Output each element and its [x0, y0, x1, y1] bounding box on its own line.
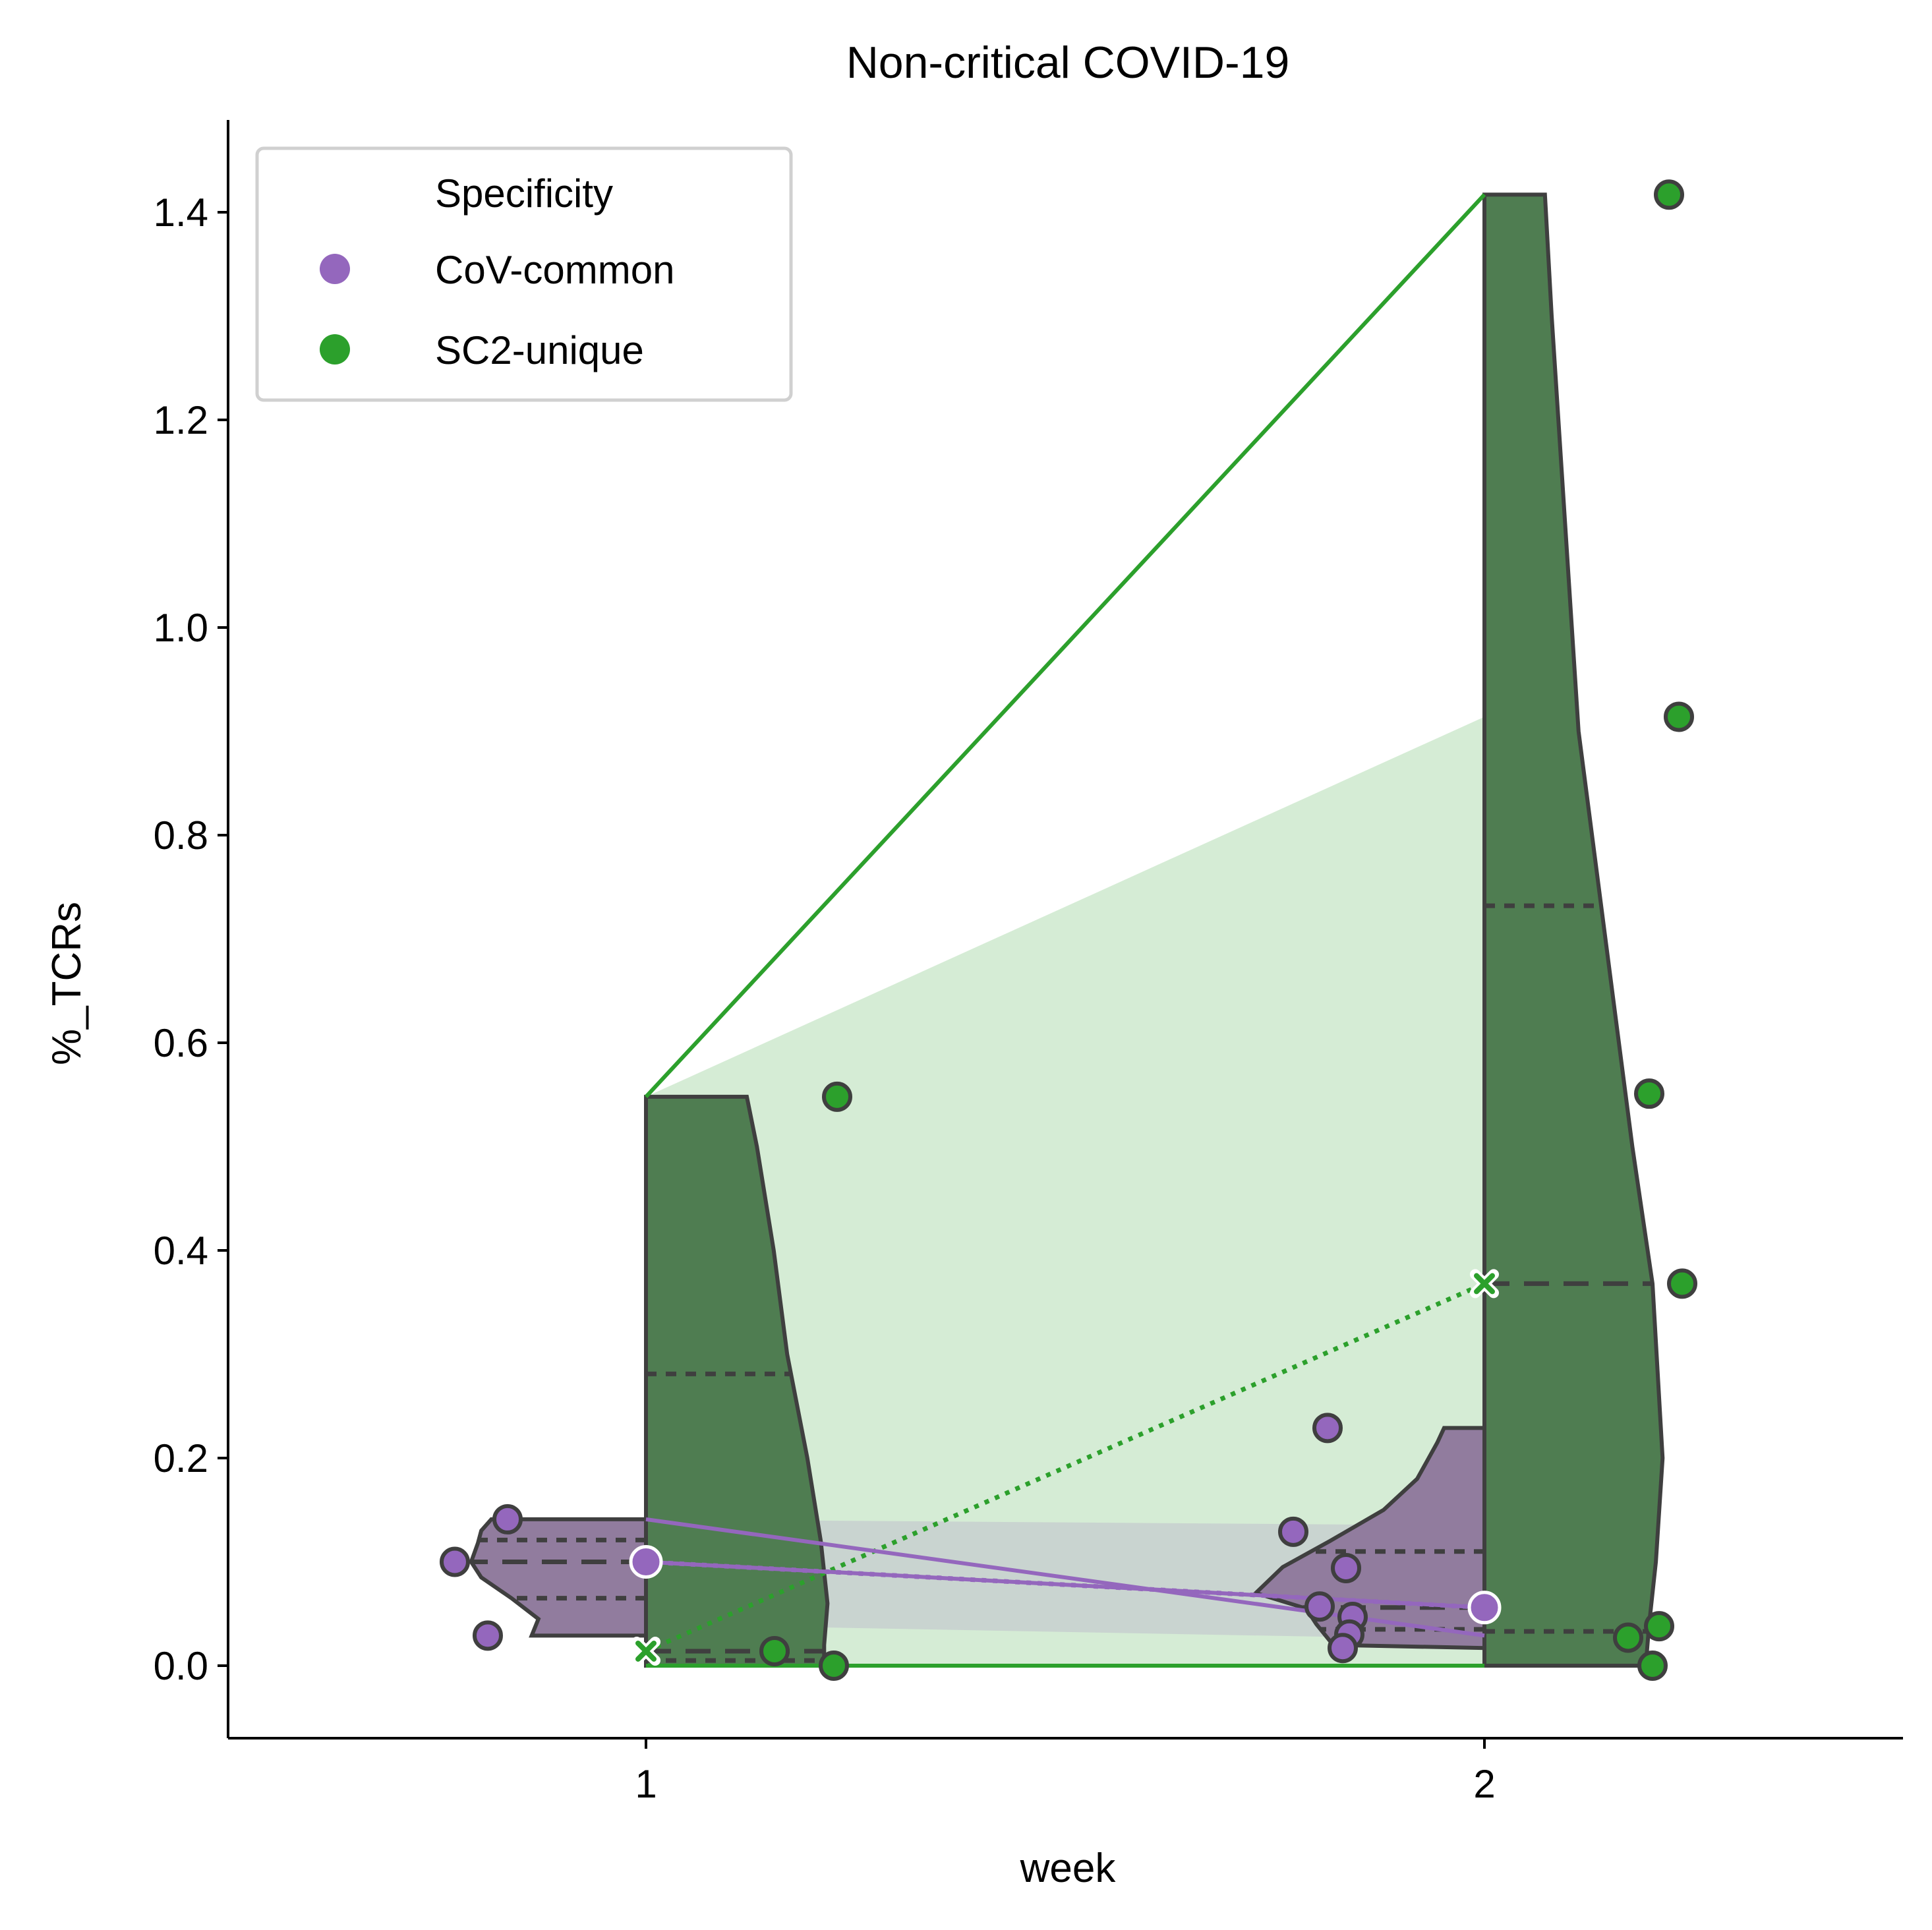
point-sc2-unique-week-1 [759, 1635, 790, 1666]
point-sc2-unique-week-2 [1664, 701, 1694, 732]
legend-label-sc2-unique: SC2-unique [435, 328, 644, 372]
sc2-unique-max-line [644, 193, 1486, 1098]
legend: Specificity CoV-common SC2-unique [255, 146, 793, 402]
point-cov-common-week-2 [1278, 1516, 1308, 1547]
point-cov-common-week-2 [1312, 1413, 1343, 1444]
median-marker-sc2-unique-week-1 [635, 1640, 657, 1662]
plot-area [440, 179, 1697, 1681]
point-sc2-unique-week-1 [822, 1081, 852, 1112]
point-sc2-unique-week-1 [819, 1651, 849, 1681]
y-tick-label: 0.6 [154, 1021, 208, 1065]
point-sc2-unique-week-2 [1637, 1651, 1668, 1681]
point-cov-common-week-1 [492, 1504, 523, 1535]
median-marker-cov-common-week-1 [629, 1545, 663, 1579]
y-tick-label: 1.2 [154, 398, 208, 442]
legend-marker-cov-common [320, 254, 350, 284]
median-marker-cov-common-week-2 [1467, 1591, 1502, 1625]
point-sc2-unique-week-2 [1613, 1622, 1643, 1653]
y-tick-label: 0.8 [154, 813, 208, 858]
axes: 0.0 0.2 0.4 0.6 0.8 1.0 1.2 1.4 1 2 [154, 120, 1903, 1806]
y-axis-label: %_TCRs [44, 902, 90, 1065]
violin-cov-common-week-1 [469, 1517, 648, 1638]
legend-label-cov-common: CoV-common [435, 248, 674, 292]
sc2-unique-ci-band [646, 716, 1484, 1666]
median-marker-sc2-unique-week-2 [1474, 1273, 1495, 1295]
sc2-unique-median-line [645, 1281, 1486, 1654]
legend-title: Specificity [435, 171, 613, 216]
y-tick-label: 1.4 [154, 190, 208, 235]
point-cov-common-week-2 [1328, 1633, 1358, 1664]
y-tick-label: 1.0 [154, 606, 208, 650]
point-sc2-unique-week-2 [1634, 1078, 1664, 1109]
point-cov-common-week-1 [473, 1620, 503, 1651]
y-tick-label: 0.2 [154, 1436, 208, 1480]
y-tick-label: 0.0 [154, 1644, 208, 1688]
y-tick-label: 0.4 [154, 1229, 208, 1273]
point-sc2-unique-week-2 [1667, 1268, 1697, 1299]
x-tick-label: 1 [635, 1762, 657, 1806]
point-cov-common-week-2 [1304, 1591, 1335, 1622]
legend-marker-sc2-unique [320, 334, 350, 365]
chart-title: Non-critical COVID-19 [846, 38, 1290, 88]
point-sc2-unique-week-2 [1654, 179, 1684, 210]
x-axis-label: week [1020, 1846, 1117, 1891]
x-tick-label: 2 [1473, 1762, 1495, 1806]
point-cov-common-week-1 [440, 1546, 470, 1577]
point-cov-common-week-2 [1331, 1552, 1361, 1583]
legend-frame [255, 146, 793, 402]
cov-common-min-line [645, 1560, 1485, 1610]
point-sc2-unique-week-2 [1644, 1611, 1674, 1642]
